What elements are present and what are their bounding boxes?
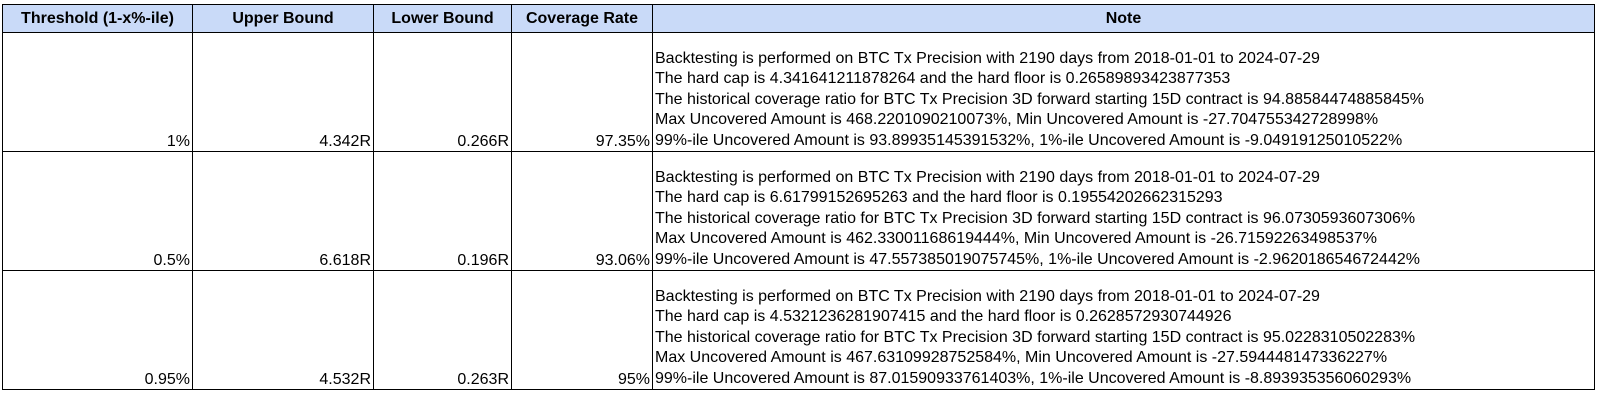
coverage-rate-cell[interactable]: 95% (511, 270, 653, 390)
header-upper-bound[interactable]: Upper Bound (192, 4, 374, 33)
upper-bound-cell[interactable]: 6.618R (192, 151, 374, 271)
note-line: 99%-ile Uncovered Amount is 87.015909337… (655, 369, 1412, 387)
table-row: 0.95% 4.532R 0.263R 95% Backtesting is p… (2, 270, 1595, 390)
threshold-cell[interactable]: 0.95% (2, 270, 193, 390)
note-line: The historical coverage ratio for BTC Tx… (655, 209, 1416, 227)
header-coverage-rate[interactable]: Coverage Rate (511, 4, 653, 33)
note-line: 99%-ile Uncovered Amount is 47.557385019… (655, 250, 1420, 268)
upper-bound-cell[interactable]: 4.532R (192, 270, 374, 390)
note-line: 99%-ile Uncovered Amount is 93.899351453… (655, 131, 1403, 149)
note-line: Backtesting is performed on BTC Tx Preci… (655, 49, 1320, 67)
header-threshold[interactable]: Threshold (1-x%-ile) (2, 4, 193, 33)
lower-bound-cell[interactable]: 0.196R (373, 151, 512, 271)
table-row: 0.5% 6.618R 0.196R 93.06% Backtesting is… (2, 151, 1595, 271)
note-cell[interactable]: Backtesting is performed on BTC Tx Preci… (652, 270, 1595, 390)
note-line: The hard cap is 4.5321236281907415 and t… (655, 308, 1232, 325)
note-line: Max Uncovered Amount is 468.220109021007… (655, 111, 1379, 128)
note-line: The historical coverage ratio for BTC Tx… (655, 328, 1416, 346)
coverage-rate-cell[interactable]: 93.06% (511, 151, 653, 271)
note-cell[interactable]: Backtesting is performed on BTC Tx Preci… (652, 32, 1595, 152)
threshold-cell[interactable]: 1% (2, 32, 193, 152)
upper-bound-cell[interactable]: 4.342R (192, 32, 374, 152)
results-table: Threshold (1-x%-ile) Upper Bound Lower B… (2, 4, 1595, 390)
lower-bound-cell[interactable]: 0.266R (373, 32, 512, 152)
note-line: Max Uncovered Amount is 462.330011686194… (655, 230, 1377, 247)
header-row: Threshold (1-x%-ile) Upper Bound Lower B… (2, 4, 1595, 33)
header-lower-bound[interactable]: Lower Bound (373, 4, 512, 33)
note-cell[interactable]: Backtesting is performed on BTC Tx Preci… (652, 151, 1595, 271)
table-row: 1% 4.342R 0.266R 97.35% Backtesting is p… (2, 32, 1595, 152)
note-line: Max Uncovered Amount is 467.631099287525… (655, 349, 1388, 366)
note-line: Backtesting is performed on BTC Tx Preci… (655, 168, 1320, 186)
note-line: The hard cap is 6.61799152695263 and the… (655, 189, 1223, 206)
threshold-cell[interactable]: 0.5% (2, 151, 193, 271)
note-line: The historical coverage ratio for BTC Tx… (655, 90, 1424, 108)
note-line: The hard cap is 4.341641211878264 and th… (655, 70, 1231, 87)
lower-bound-cell[interactable]: 0.263R (373, 270, 512, 390)
note-line: Backtesting is performed on BTC Tx Preci… (655, 287, 1320, 305)
header-note[interactable]: Note (652, 4, 1595, 33)
coverage-rate-cell[interactable]: 97.35% (511, 32, 653, 152)
